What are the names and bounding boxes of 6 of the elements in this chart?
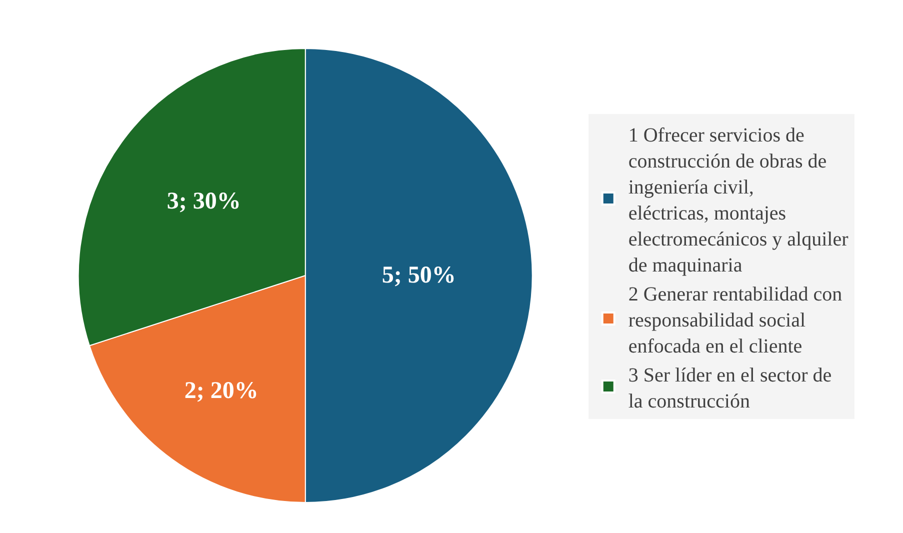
data-label: 5; 50% — [382, 262, 456, 288]
data-label: 2; 20% — [184, 378, 258, 404]
legend-label: 3 Ser líder en el sector de la construcción — [628, 364, 832, 412]
legend-label: 2 Generar rentabilidad con responsabilidad social enfocada en el cliente — [628, 283, 842, 358]
data-label: 3; 30% — [166, 188, 241, 215]
legend-label: 1 Ofrecer servicios de construcción de obras de ingeniería civil, eléctricas, montajes electromecánicos y alquiler de maquinaria — [628, 124, 849, 276]
